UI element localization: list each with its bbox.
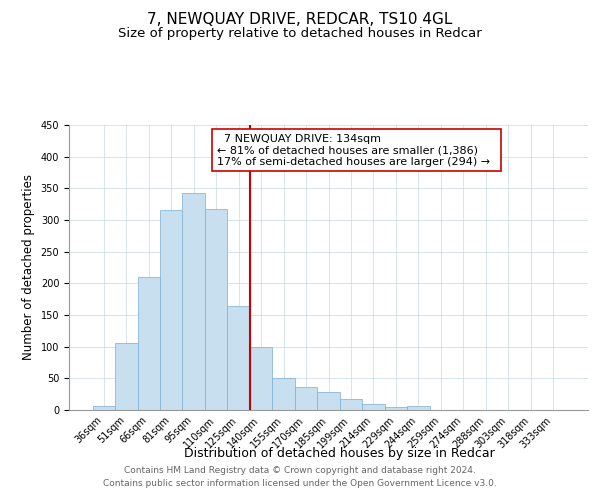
Text: 7, NEWQUAY DRIVE, REDCAR, TS10 4GL: 7, NEWQUAY DRIVE, REDCAR, TS10 4GL — [148, 12, 452, 28]
Bar — [115, 343, 137, 410]
Bar — [227, 306, 250, 410]
Text: Contains HM Land Registry data © Crown copyright and database right 2024.
Contai: Contains HM Land Registry data © Crown c… — [103, 466, 497, 487]
Bar — [295, 387, 317, 410]
Bar — [407, 406, 430, 410]
Bar — [160, 210, 182, 410]
Bar — [205, 208, 227, 410]
Bar — [317, 392, 340, 410]
Bar — [92, 406, 115, 410]
Bar — [340, 398, 362, 410]
Bar — [272, 378, 295, 410]
Bar — [137, 277, 160, 410]
Bar — [250, 348, 272, 410]
Bar — [385, 408, 407, 410]
Text: Size of property relative to detached houses in Redcar: Size of property relative to detached ho… — [118, 28, 482, 40]
Bar — [362, 404, 385, 410]
Text: 7 NEWQUAY DRIVE: 134sqm
← 81% of detached houses are smaller (1,386)
17% of semi: 7 NEWQUAY DRIVE: 134sqm ← 81% of detache… — [217, 134, 497, 167]
Y-axis label: Number of detached properties: Number of detached properties — [22, 174, 35, 360]
Bar — [182, 194, 205, 410]
Text: Distribution of detached houses by size in Redcar: Distribution of detached houses by size … — [184, 448, 494, 460]
